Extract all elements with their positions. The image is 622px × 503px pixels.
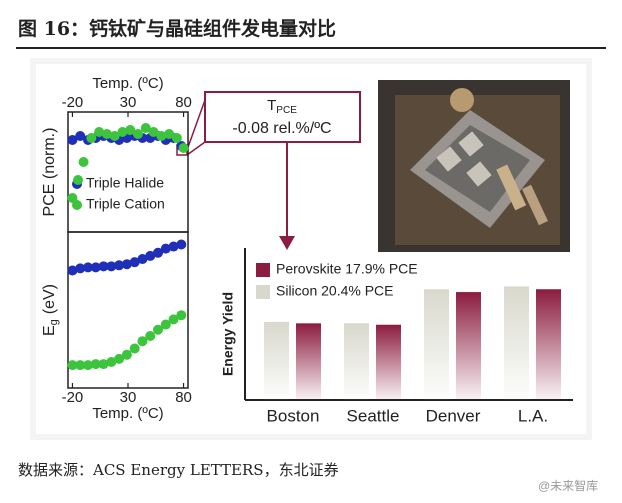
x-tick-label: Boston — [267, 406, 320, 425]
x-tick-label: Denver — [426, 406, 481, 425]
legend-label: Perovskite 17.9% PCE — [276, 261, 418, 277]
data-point — [140, 123, 151, 133]
data-point — [145, 331, 156, 341]
data-point — [86, 133, 97, 143]
y-axis-label-subscript: g — [48, 319, 60, 325]
annotation-connector — [186, 141, 206, 156]
data-point — [83, 360, 93, 371]
x-tick-label: -20 — [62, 94, 84, 111]
annotation-arrowhead — [279, 236, 295, 250]
y-axis-label: Eg (eV) — [41, 284, 60, 336]
data-point — [178, 143, 189, 153]
data-point — [129, 343, 140, 354]
bar — [424, 289, 449, 400]
data-point — [75, 131, 86, 141]
data-point — [67, 360, 78, 371]
data-point — [156, 131, 167, 141]
data-point — [117, 127, 128, 137]
data-point — [133, 129, 143, 139]
data-point — [90, 359, 101, 370]
data-point — [137, 254, 148, 265]
x-tick-label: L.A. — [518, 406, 548, 425]
legend-swatch — [72, 200, 82, 210]
data-point — [67, 135, 78, 145]
data-point — [73, 175, 83, 185]
legend-swatch — [256, 263, 270, 277]
bar — [344, 323, 369, 400]
x-tick-label: 80 — [175, 389, 192, 406]
data-point — [121, 349, 132, 360]
data-point — [145, 250, 156, 261]
x-axis-label: Temp. (ºC) — [92, 75, 163, 92]
annotation-subscript: PCE — [276, 105, 297, 116]
bar — [456, 292, 481, 400]
y-axis-label-unit: (eV) — [41, 284, 58, 314]
x-tick-label: Seattle — [347, 406, 400, 425]
x-tick-label: 80 — [175, 94, 192, 111]
data-point — [90, 262, 101, 273]
data-point — [75, 360, 86, 371]
data-point — [78, 157, 89, 167]
bar — [264, 321, 289, 400]
data-point — [153, 324, 163, 335]
data-point — [106, 357, 117, 367]
annotation-text: -0.08 rel.%/ºC — [232, 120, 331, 137]
data-point — [98, 359, 109, 370]
bar — [296, 323, 321, 400]
x-tick-label: -20 — [62, 389, 84, 406]
data-point — [171, 133, 182, 143]
data-point — [67, 265, 78, 276]
data-point — [106, 261, 117, 272]
data-point — [168, 241, 179, 252]
data-point — [176, 239, 187, 250]
y-axis-label: Energy Yield — [220, 292, 236, 376]
data-point — [160, 243, 171, 254]
data-point — [168, 314, 179, 325]
annotation-symbol-main: T — [267, 97, 276, 114]
data-point — [125, 125, 136, 135]
device-photo — [378, 80, 570, 252]
data-point — [98, 261, 109, 272]
x-axis-label: Temp. (ºC) — [92, 405, 163, 422]
y-axis-label: PCE (norm.) — [41, 128, 58, 217]
data-point — [121, 259, 132, 270]
annotation-box — [204, 91, 361, 143]
data-point — [101, 129, 112, 139]
data-point — [160, 319, 171, 330]
legend-swatch — [256, 285, 270, 299]
data-point — [94, 127, 105, 137]
data-point — [176, 310, 187, 321]
data-point — [153, 247, 163, 258]
data-point — [137, 336, 148, 347]
bar — [504, 286, 529, 400]
data-point — [114, 260, 125, 271]
annotation-symbol: TPCE — [267, 97, 297, 116]
annotation-connector — [186, 99, 206, 151]
x-tick-label: 30 — [120, 94, 137, 111]
x-tick-label: 30 — [120, 389, 137, 406]
bar — [536, 289, 561, 400]
source-note: 数据来源：ACS Energy LETTERS，东北证券 — [18, 461, 339, 479]
bar — [376, 324, 401, 400]
watermark: @未来智库 — [538, 478, 598, 493]
legend-label: Triple Halide — [86, 175, 164, 191]
data-point — [148, 127, 159, 137]
data-point — [164, 129, 175, 139]
data-point — [83, 262, 93, 273]
figure-title: 图 16：钙钛矿与晶硅组件发电量对比 — [18, 17, 336, 40]
data-point — [109, 131, 120, 141]
data-point — [129, 257, 140, 268]
data-point — [114, 353, 125, 364]
legend-label: Triple Cation — [86, 196, 165, 212]
legend-label: Silicon 20.4% PCE — [276, 283, 394, 299]
y-axis-label-symbol: E — [41, 325, 58, 336]
data-point — [75, 263, 86, 274]
